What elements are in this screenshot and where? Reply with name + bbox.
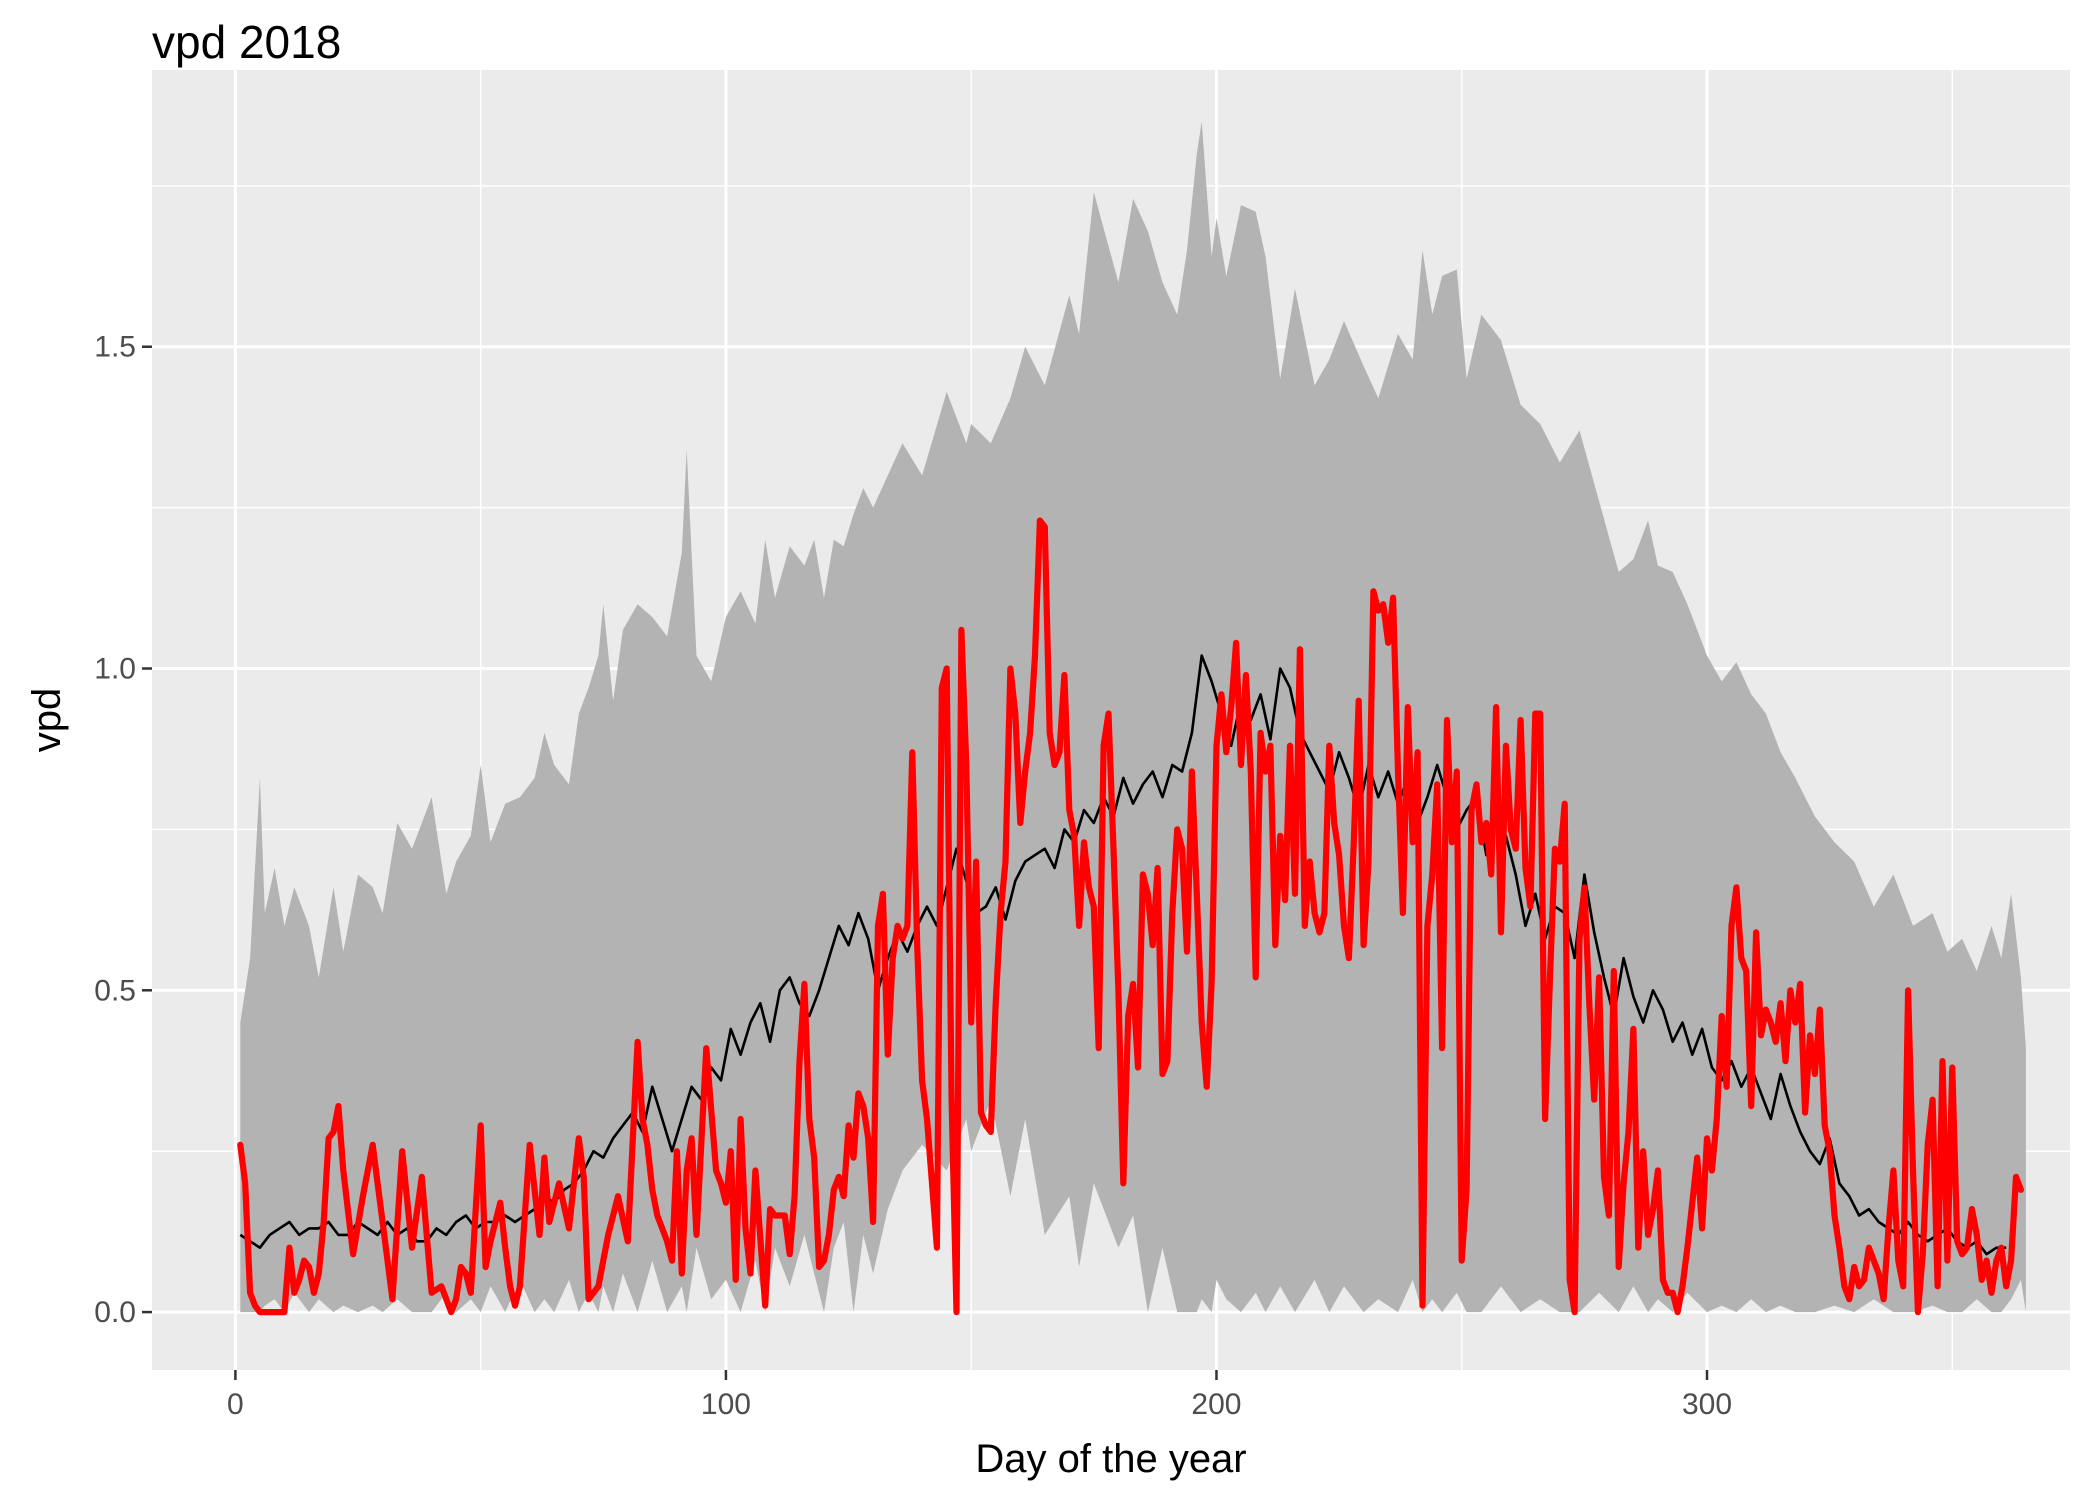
x-tick-label: 100	[701, 1388, 751, 1421]
year-2018-line	[237, 517, 2024, 1316]
x-tick-label: 300	[1682, 1388, 1732, 1421]
x-tick-label: 0	[227, 1388, 244, 1421]
y-tick-label: 0.0	[94, 1296, 136, 1329]
y-axis-title: vpd	[25, 688, 69, 753]
x-axis-title: Day of the year	[975, 1437, 1246, 1481]
y-tick-label: 1.0	[94, 653, 136, 686]
x-axis-ticks: 0 100 200 300	[227, 1370, 1732, 1421]
chart-title: vpd 2018	[152, 16, 341, 68]
y-tick-label: 1.5	[94, 331, 136, 364]
x-tick-label: 200	[1191, 1388, 1241, 1421]
y-tick-label: 0.5	[94, 974, 136, 1007]
y-axis-ticks: 0.0 0.5 1.0 1.5	[94, 331, 152, 1329]
